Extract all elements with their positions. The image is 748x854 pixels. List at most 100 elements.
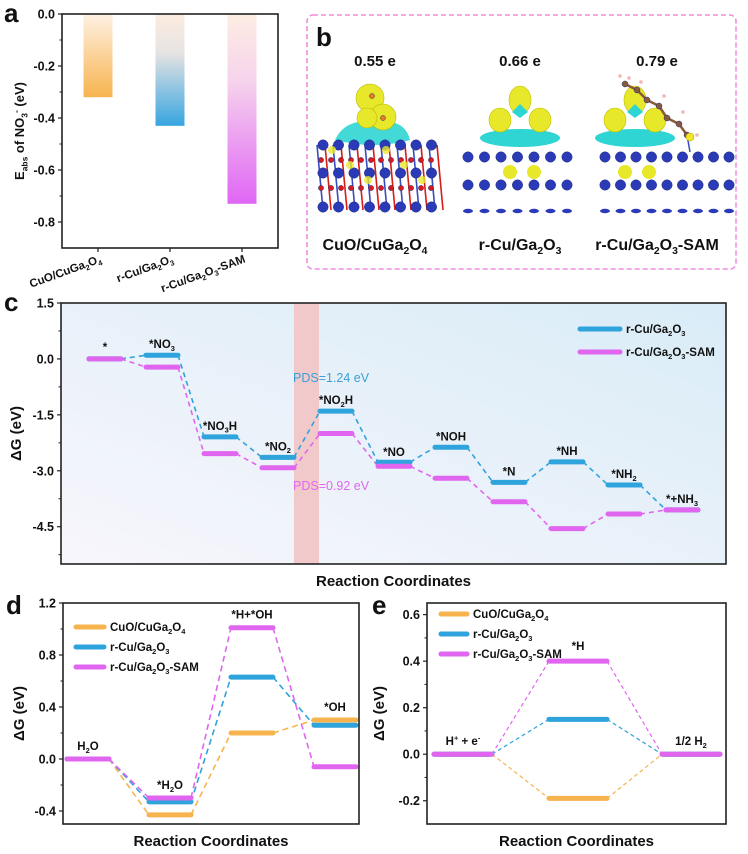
bond [388,144,396,211]
ga-atom [333,139,344,151]
ga-atom [463,208,473,214]
pds-annotation: PDS=0.92 eV [293,479,370,493]
legend-label-part: 3 [528,634,532,643]
charge-accumulation-isosurface [527,165,541,179]
state-label-part: *+NH [666,494,694,506]
bond [356,144,364,211]
connector-r-Cu/Ga2O3 [606,718,663,755]
plot-frame [61,13,279,249]
state-label-part: + [454,734,459,743]
state-label-part: H [77,741,85,753]
state-label: *NO [383,447,405,459]
c-atom [655,102,663,110]
ga-atom [528,179,540,191]
state-label: *H [572,641,585,653]
legend-label-part: 3 [681,352,685,361]
ga-atom [599,179,611,191]
y-tick-label: 0.0 [38,8,55,22]
o-atom [369,93,375,99]
ga-atom [723,179,735,191]
state-label: *H+*OH [231,610,272,622]
bar-r-Cu/Ga2O3-SAM [227,14,257,204]
structure-label-part: 2 [537,246,543,257]
charge-accumulation-isosurface [418,176,426,184]
structure-label-part: CuO/CuGa [323,237,404,254]
connector-r-Cu/Ga2O3-SAM [524,501,552,530]
y-tick-label: 0.8 [39,649,56,663]
ga-atom [426,201,437,213]
charge-transfer-value: 0.55 e [354,53,396,70]
o-atom [428,185,434,191]
connector-r-Cu/Ga2O3 [524,461,552,483]
x-tick-label-part: 2 [84,263,91,273]
ga-atom [426,139,437,151]
ga-atom [661,151,673,163]
ga-atom [410,201,422,213]
connector-r-Cu/Ga2O3 [639,484,667,511]
state-label-part: *NO [383,447,405,459]
ga-atom [677,151,688,163]
legend-label-part: 3 [528,654,532,663]
legend-label-part: r-Cu/Ga [110,662,153,674]
ga-atom [615,208,626,214]
state-label-part: *NO [319,395,341,407]
ga-atom [317,139,329,151]
charge-accumulation-isosurface [618,165,632,179]
y-axis-label: ΔG (eV) [8,406,25,461]
ga-atom [379,167,391,179]
connector-r-Cu/Ga2O3-SAM [293,433,321,469]
state-label-part: *NH [611,469,632,481]
legend-label-part: 4 [544,614,549,623]
y-axis-label-part: abs [19,156,29,171]
connector-r-Cu/Ga2O3-SAM [582,513,609,530]
o-atom [380,115,386,121]
bond [372,144,380,211]
charge-accumulation-isosurface [528,107,552,133]
legend-label-part: 2 [668,352,672,361]
ga-atom [692,151,704,163]
x-tick-label-part: 4 [97,258,105,268]
charge-depletion-isosurface [627,104,643,118]
connector-r-Cu/Ga2O3-SAM [177,366,205,454]
state-label-part: *H [157,780,170,792]
connector-r-Cu/Ga2O3-SAM [235,452,263,469]
o-atom [328,157,334,163]
bond [340,144,348,211]
state-label: *+NH3​ [666,494,698,508]
legend-label-part: O [156,662,165,674]
state-label-part: O [174,780,183,792]
legend-label-part: O [535,609,544,621]
panel-label: b [316,22,332,52]
connector-r-Cu/Ga2O3 [466,446,494,483]
ga-atom [545,208,556,214]
h-atom [695,133,699,137]
ga-atom [630,151,642,163]
charge-accumulation-isosurface [346,161,354,169]
legend-label-part: O [672,324,681,336]
o-atom [328,185,334,191]
state-label: 1/2 H2​ [675,736,707,750]
state-label-part: 2 [86,746,90,755]
y-tick-label: -3.0 [32,464,54,478]
y-tick-label: -1.5 [32,408,54,422]
ga-atom [426,167,437,179]
legend-label-part: CuO/CuGa [473,609,532,621]
connector-r-Cu/Ga2O3-SAM [606,660,663,755]
structure-label-part: 3 [556,246,562,257]
connector-r-Cu/Ga2O3-SAM [491,660,550,755]
state-label-part: 1/2 H [675,736,703,748]
ga-atom [348,139,360,151]
ga-atom [348,201,360,213]
state-label-part: *NO [265,441,287,453]
x-tick-label-part: 3 [169,258,176,268]
o-atom [348,185,354,191]
plot-frame [60,302,727,565]
x-tick-label-part: O [203,265,216,279]
o-atom [358,185,364,191]
ga-atom [646,151,657,163]
connector-CuO/CuGa2O4 [108,758,150,816]
state-label: *NOH [436,431,466,443]
c-atom [643,96,651,104]
charge-accumulation-isosurface [503,165,517,179]
